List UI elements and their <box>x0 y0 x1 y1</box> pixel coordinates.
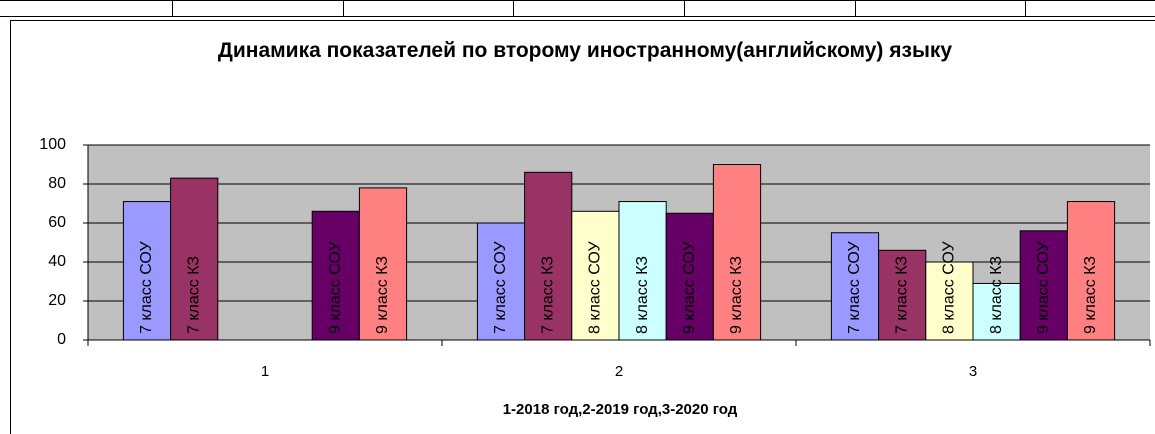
bar-label: 7 класс КЗ <box>893 256 910 334</box>
bar-label: 9 класс КЗ <box>1082 256 1099 334</box>
chart-title: Динамика показателей по второму иностран… <box>217 39 953 62</box>
y-tick-label: 60 <box>48 214 66 231</box>
bar <box>358 187 408 341</box>
bar-label: 8 класс КЗ <box>634 256 651 334</box>
bar-label: 9 класс СОУ <box>681 241 698 335</box>
bar <box>830 232 880 341</box>
bar <box>170 177 219 341</box>
bar <box>665 212 714 341</box>
bar <box>524 171 573 341</box>
x-tick-label: 2 <box>615 363 623 380</box>
x-tick-label: 1 <box>261 363 269 380</box>
bar-label: 7 класс СОУ <box>138 241 155 335</box>
x-axis-label: 1-2018 год,2-2019 год,3-2020 год <box>503 401 738 418</box>
bar <box>571 210 620 341</box>
y-tick-label: 40 <box>48 253 66 270</box>
sheet-lines <box>0 0 1155 17</box>
bar <box>972 282 1021 341</box>
y-tick-label: 100 <box>39 136 66 153</box>
bar <box>311 210 360 341</box>
bar-label: 9 класс КЗ <box>728 256 745 334</box>
bar-label: 8 класс СОУ <box>587 241 604 335</box>
bar-label: 9 класс СОУ <box>327 241 344 335</box>
bar <box>618 201 667 341</box>
bar-label: 9 класс СОУ <box>1035 241 1052 335</box>
bar-label: 8 класс СОУ <box>941 241 958 335</box>
bar <box>1066 201 1116 341</box>
bar <box>476 222 526 341</box>
bar-label: 8 класс КЗ <box>988 256 1005 334</box>
bar-label: 7 класс СОУ <box>492 241 509 335</box>
y-tick-label: 20 <box>48 292 66 309</box>
y-tick-label: 80 <box>48 175 66 192</box>
bar-label: 7 класс КЗ <box>539 256 556 334</box>
bar-label: 7 класс СОУ <box>846 241 863 335</box>
bar-label: 9 класс КЗ <box>374 256 391 334</box>
x-tick-label: 3 <box>969 363 977 380</box>
bar <box>712 164 762 341</box>
bar-label: 7 класс КЗ <box>185 256 202 334</box>
y-tick-label: 0 <box>57 331 66 348</box>
